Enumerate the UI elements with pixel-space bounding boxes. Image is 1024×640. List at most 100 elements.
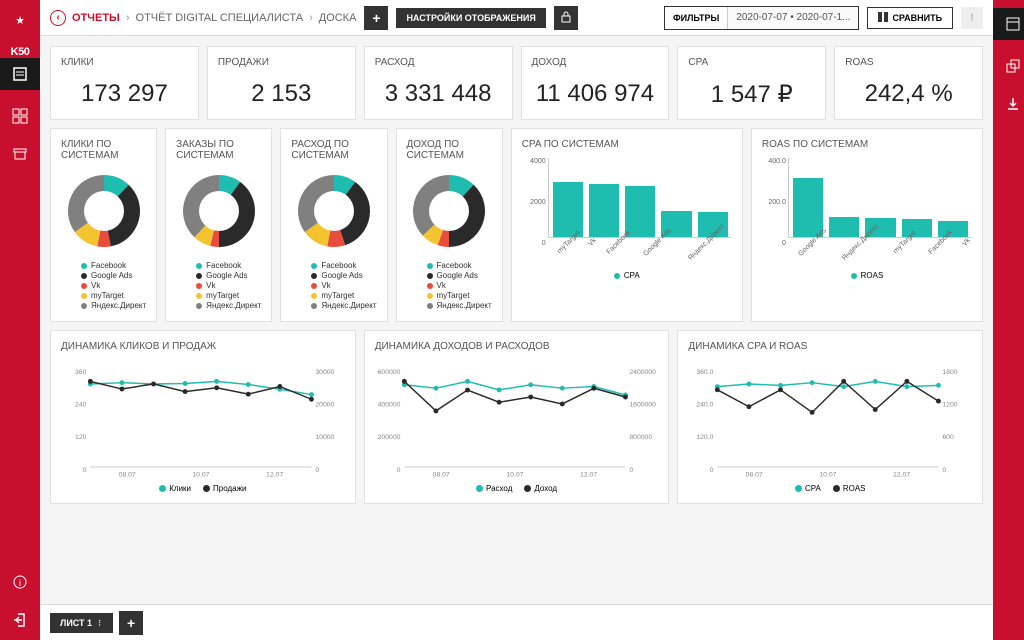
filters-group[interactable]: ФИЛЬТРЫ 2020-07-07 • 2020-07-1...: [664, 6, 859, 30]
legend: ROAS: [762, 271, 972, 280]
archive-icon[interactable]: [8, 142, 32, 166]
svg-text:0: 0: [629, 467, 633, 474]
svg-text:1200: 1200: [943, 402, 958, 409]
svg-text:360: 360: [75, 369, 87, 376]
kpi-value: 1 547 ₽: [688, 80, 815, 109]
card-title: ДИНАМИКА CPA И ROAS: [688, 341, 972, 352]
svg-text:08.07: 08.07: [119, 472, 136, 479]
breadcrumb: ‹ ОТЧЕТЫ › ОТЧЁТ DIGITAL СПЕЦИАЛИСТА › Д…: [50, 10, 356, 26]
left-sidebar: ★ K50 i: [0, 0, 40, 640]
svg-text:0: 0: [396, 467, 400, 474]
logo-k50[interactable]: K50: [11, 46, 30, 58]
add-sheet-button[interactable]: +: [119, 611, 143, 635]
svg-text:240.0: 240.0: [697, 402, 714, 409]
svg-text:1600000: 1600000: [629, 402, 656, 409]
svg-text:600: 600: [943, 434, 955, 441]
bar-chart: [548, 158, 732, 238]
svg-text:400000: 400000: [377, 402, 400, 409]
svg-text:0: 0: [943, 467, 947, 474]
kpi-card: ROAS 242,4 %: [834, 46, 983, 120]
kpi-label: CPA: [688, 57, 815, 68]
filters-label: ФИЛЬТРЫ: [665, 7, 728, 29]
svg-text:120.0: 120.0: [697, 434, 714, 441]
logout-icon[interactable]: [8, 608, 32, 632]
svg-text:i: i: [19, 578, 21, 588]
bottombar: ЛИСТ 1⋮ +: [40, 604, 993, 640]
legend: РасходДоход: [375, 484, 659, 493]
display-settings-button[interactable]: НАСТРОЙКИ ОТОБРАЖЕНИЯ: [396, 8, 545, 28]
kpi-card: ПРОДАЖИ 2 153: [207, 46, 356, 120]
legend: CPAROAS: [688, 484, 972, 493]
grid-icon[interactable]: [8, 104, 32, 128]
kpi-card: ДОХОД11 406 974: [521, 46, 670, 120]
kpi-label: ПРОДАЖИ: [218, 57, 345, 68]
sheet-tab[interactable]: ЛИСТ 1⋮: [50, 613, 113, 633]
donut-chart: [407, 169, 492, 253]
line-card: ДИНАМИКА КЛИКОВ И ПРОДАЖ3603000024020000…: [50, 330, 356, 504]
download-icon[interactable]: [1001, 92, 1024, 116]
dashboard-content: КЛИКИ173 297 ПРОДАЖИ 2 153 РАСХОД 3 331 448 Д…: [40, 36, 993, 604]
warning-icon[interactable]: !: [961, 7, 983, 29]
kpi-value: 2 153: [218, 80, 345, 108]
kpi-value: 3 331 448: [375, 80, 502, 108]
panel-icon[interactable]: [993, 8, 1024, 40]
kpi-label: ДОХОД: [532, 57, 659, 68]
legend: FacebookGoogle AdsVkmyTargetЯндекс.Дирек…: [176, 261, 261, 310]
line-chart: 360.01800240.01200120.06000008.0710.0712…: [688, 360, 972, 480]
crumb-root[interactable]: ОТЧЕТЫ: [72, 12, 120, 24]
bar-chart: [788, 158, 972, 238]
svg-text:10000: 10000: [315, 434, 334, 441]
star-icon[interactable]: ★: [8, 8, 32, 32]
date-range: 2020-07-07 • 2020-07-1...: [728, 7, 858, 29]
kpi-card: CPA 1 547 ₽: [677, 46, 826, 120]
donut-card: РАСХОД ПО СИСТЕМАМ FacebookGoogle AdsVkmy…: [280, 128, 387, 322]
card-title: КЛИКИ ПО СИСТЕМАМ: [61, 139, 146, 161]
svg-text:200000: 200000: [377, 434, 400, 441]
svg-text:2400000: 2400000: [629, 369, 656, 376]
main-area: ‹ ОТЧЕТЫ › ОТЧЁТ DIGITAL СПЕЦИАЛИСТА › Д…: [40, 0, 993, 640]
donut-card: ДОХОД ПО СИСТЕМАМFacebookGoogle AdsVkmyT…: [396, 128, 503, 322]
donut-chart: [176, 169, 261, 253]
kpi-label: ROAS: [845, 57, 972, 68]
add-button[interactable]: +: [364, 6, 388, 30]
legend: FacebookGoogle AdsVkmyTargetЯндекс.Дирек…: [407, 261, 492, 310]
donut-card: КЛИКИ ПО СИСТЕМАМ FacebookGoogle AdsVkmyT…: [50, 128, 157, 322]
kpi-value: 242,4 %: [845, 80, 972, 108]
card-title: ROAS ПО СИСТЕМАМ: [762, 139, 972, 150]
layers-icon[interactable]: [1001, 54, 1024, 78]
donut-chart: [291, 169, 376, 253]
back-icon[interactable]: ‹: [50, 10, 66, 26]
info-icon[interactable]: i: [8, 570, 32, 594]
line-chart: 6000002400000400000160000020000080000000…: [375, 360, 659, 480]
lock-icon[interactable]: [554, 6, 578, 30]
svg-text:12.07: 12.07: [266, 472, 283, 479]
legend: КликиПродажи: [61, 484, 345, 493]
svg-text:08.07: 08.07: [432, 472, 449, 479]
kpi-value: 173 297: [61, 80, 188, 108]
donut-chart: [61, 169, 146, 253]
crumb-mid[interactable]: ОТЧЁТ DIGITAL СПЕЦИАЛИСТА: [136, 12, 304, 24]
reports-icon[interactable]: [0, 58, 40, 90]
compare-button[interactable]: СРАВНИТЬ: [867, 7, 953, 29]
topbar: ‹ ОТЧЕТЫ › ОТЧЁТ DIGITAL СПЕЦИАЛИСТА › Д…: [40, 0, 993, 36]
legend: FacebookGoogle AdsVkmyTargetЯндекс.Дирек…: [291, 261, 376, 310]
card-title: CPA ПО СИСТЕМАМ: [522, 139, 732, 150]
svg-text:12.07: 12.07: [580, 472, 597, 479]
bar-card: ROAS ПО СИСТЕМАМ 400.0200.00Google AdsЯн…: [751, 128, 983, 322]
svg-text:0: 0: [710, 467, 714, 474]
kpi-label: РАСХОД: [375, 57, 502, 68]
svg-text:10.07: 10.07: [820, 472, 837, 479]
svg-text:10.07: 10.07: [192, 472, 209, 479]
crumb-cur: ДОСКА: [319, 12, 357, 24]
svg-text:12.07: 12.07: [893, 472, 910, 479]
bar-card: CPA ПО СИСТЕМАМ 400020000myTargetVkFaceb…: [511, 128, 743, 322]
legend: FacebookGoogle AdsVkmyTargetЯндекс.Дирек…: [61, 261, 146, 310]
card-title: РАСХОД ПО СИСТЕМАМ: [291, 139, 376, 161]
svg-text:20000: 20000: [315, 402, 334, 409]
line-card: ДИНАМИКА CPA И ROAS 360.0 1800 240.0 1200 120…: [677, 330, 983, 504]
card-title: ДИНАМИКА ДОХОДОВ И РАСХОДОВ: [375, 341, 659, 352]
svg-text:360.0: 360.0: [697, 369, 714, 376]
svg-text:800000: 800000: [629, 434, 652, 441]
svg-text:1800: 1800: [943, 369, 958, 376]
kpi-card: КЛИКИ173 297: [50, 46, 199, 120]
